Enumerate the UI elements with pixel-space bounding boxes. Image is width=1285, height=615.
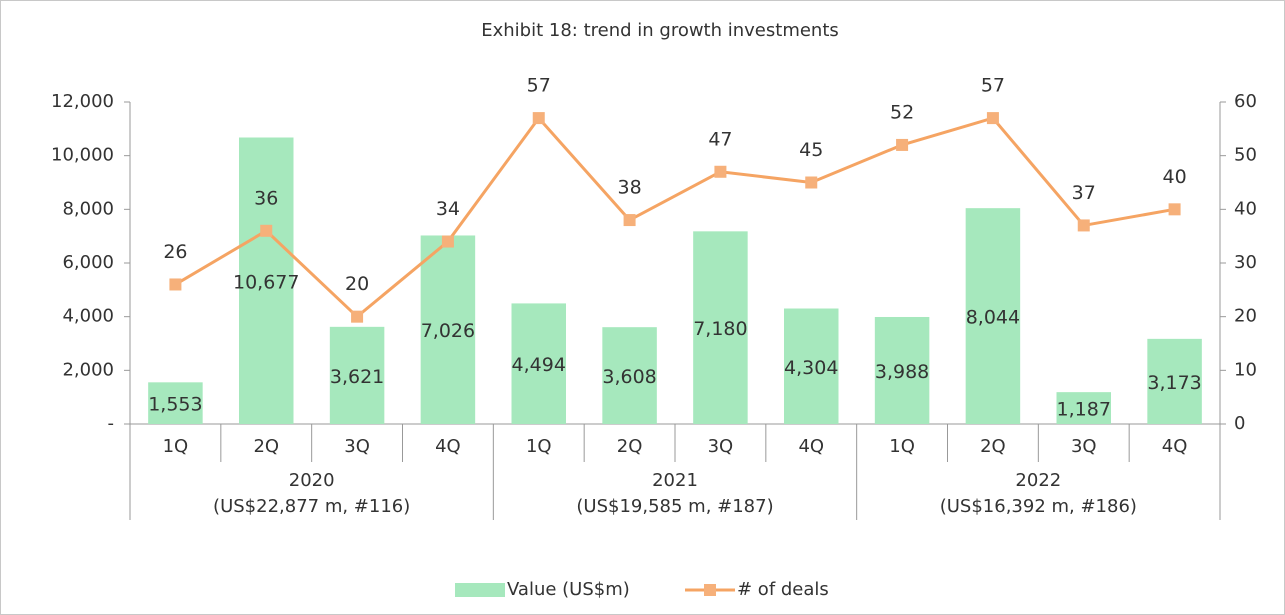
line-marker (1168, 203, 1181, 216)
x-tick-label: 3Q (1071, 436, 1097, 457)
x-tick-label: 4Q (435, 436, 461, 457)
bar-value-label: 4,494 (512, 354, 566, 376)
bar (602, 327, 657, 424)
y-tick-label: - (108, 413, 115, 434)
bar (965, 208, 1021, 424)
line-marker (623, 214, 636, 227)
line-marker (351, 310, 364, 323)
x-tick-label: 1Q (526, 436, 552, 457)
line-value-label: 47 (708, 128, 732, 150)
line-value-label: 26 (163, 241, 187, 263)
bar (874, 316, 930, 424)
y-tick-label: 6,000 (62, 252, 114, 273)
legend-label: Value (US$m) (507, 579, 630, 600)
bar (784, 308, 839, 424)
line-value-label: 57 (527, 75, 551, 97)
x-tick-label: 4Q (798, 436, 824, 457)
bar-value-label: 3,988 (875, 361, 929, 383)
y2-tick-label: 30 (1234, 252, 1257, 273)
legend-swatch (455, 583, 505, 597)
y-tick-label: 8,000 (62, 198, 114, 219)
group-sublabel: (US$22,877 m, #116) (213, 496, 410, 517)
bar-value-label: 3,173 (1147, 372, 1201, 394)
y2-tick-label: 60 (1234, 91, 1257, 112)
line-value-label: 52 (890, 101, 914, 123)
bar-value-label: 3,621 (330, 366, 384, 388)
line-marker (1077, 219, 1090, 232)
line-marker (805, 176, 818, 189)
line-value-label: 38 (617, 177, 641, 199)
x-tick-label: 2Q (253, 436, 279, 457)
bar-value-label: 8,044 (966, 307, 1020, 329)
bar (148, 382, 203, 424)
bar (693, 231, 748, 424)
bar-value-label: 10,677 (233, 271, 299, 293)
group-label: 2020 (289, 470, 335, 491)
line (174, 115, 1175, 319)
line-marker (714, 165, 727, 178)
group-label: 2022 (1015, 470, 1061, 491)
line-marker (896, 138, 909, 151)
line-marker (986, 112, 999, 125)
bar-value-label: 4,304 (784, 357, 838, 379)
line-value-label: 37 (1072, 182, 1096, 204)
x-tick-label: 1Q (163, 436, 189, 457)
bar (329, 326, 385, 424)
legend-label: # of deals (737, 579, 829, 600)
bar (239, 137, 294, 425)
y-tick-label: 4,000 (62, 306, 114, 327)
bar-value-label: 1,187 (1057, 399, 1111, 421)
line-value-label: 36 (254, 187, 278, 209)
y2-tick-label: 40 (1234, 198, 1257, 219)
line-marker (441, 235, 454, 248)
group-sublabel: (US$19,585 m, #187) (576, 496, 773, 517)
line-value-label: 34 (436, 198, 460, 220)
bar (420, 235, 476, 424)
line-marker (260, 224, 273, 237)
y-tick-label: 10,000 (51, 145, 114, 166)
line-value-label: 20 (345, 273, 369, 295)
y2-tick-label: 0 (1234, 413, 1245, 434)
y2-tick-label: 10 (1234, 359, 1257, 380)
bar (1147, 338, 1202, 424)
x-tick-label: 2Q (980, 436, 1006, 457)
x-tick-label: 1Q (889, 436, 915, 457)
line-value-label: 40 (1162, 166, 1186, 188)
bar-value-label: 7,180 (693, 318, 747, 340)
line-value-label: 45 (799, 139, 823, 161)
line-value-label: 57 (981, 75, 1005, 97)
line-marker (169, 278, 182, 291)
y2-tick-label: 20 (1234, 306, 1257, 327)
chart-title: Exhibit 18: trend in growth investments (481, 20, 839, 41)
bar (511, 303, 566, 424)
group-label: 2021 (652, 470, 698, 491)
x-tick-label: 3Q (344, 436, 370, 457)
y-tick-label: 12,000 (51, 91, 114, 112)
group-sublabel: (US$16,392 m, #186) (940, 496, 1137, 517)
legend-marker (704, 584, 716, 596)
y-tick-label: 2,000 (62, 359, 114, 380)
bar-value-label: 3,608 (602, 366, 656, 388)
x-tick-label: 2Q (617, 436, 643, 457)
bar (1056, 392, 1111, 424)
x-tick-label: 4Q (1162, 436, 1188, 457)
x-tick-label: 3Q (708, 436, 734, 457)
line-marker (532, 112, 545, 125)
bar-value-label: 1,553 (148, 394, 202, 416)
bar-value-label: 7,026 (421, 320, 475, 342)
y2-tick-label: 50 (1234, 145, 1257, 166)
